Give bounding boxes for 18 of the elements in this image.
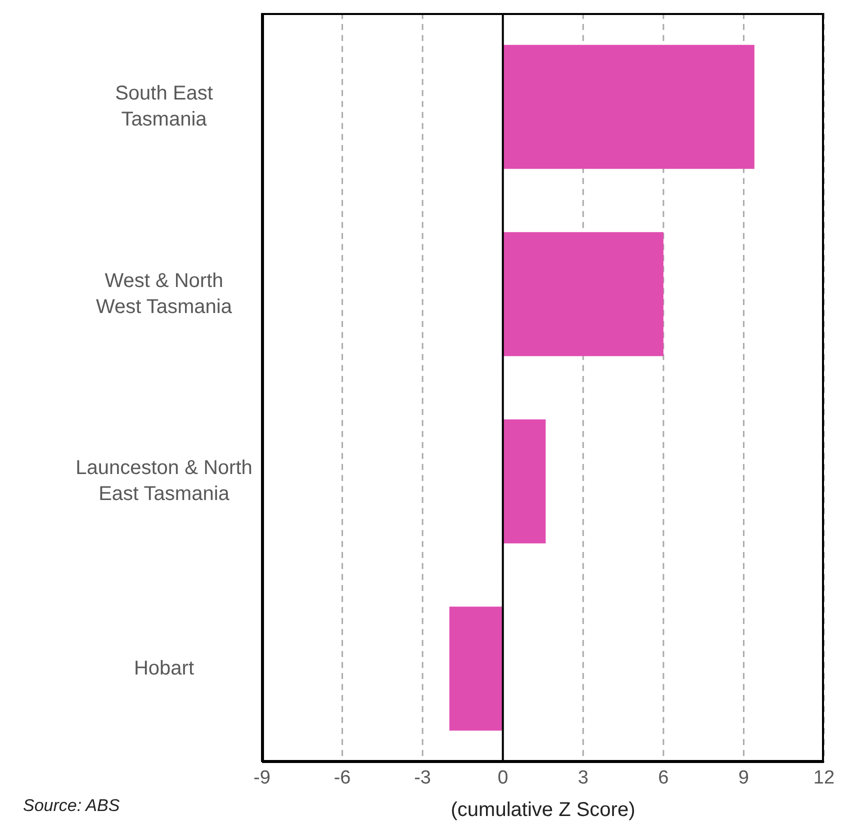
bar (449, 606, 503, 731)
bar (502, 44, 754, 169)
x-tick-label: 3 (578, 767, 588, 788)
y-tick-label: Launceston & North East Tasmania (76, 457, 252, 506)
source-note: Source: ABS (23, 796, 120, 816)
y-tick-label: Hobart (134, 657, 194, 680)
x-tick-label: 9 (738, 767, 750, 788)
y-tick-label: West & North West Tasmania (96, 270, 233, 318)
bar (502, 419, 546, 544)
x-axis-title: (cumulative Z Score) (450, 799, 636, 821)
x-tick-label: 6 (658, 767, 669, 788)
x-tick-label: -6 (334, 767, 351, 788)
x-tick-label: -9 (254, 767, 270, 788)
x-tick-label: 12 (813, 767, 835, 788)
x-tick-label: -3 (414, 767, 432, 788)
x-tick-label: 0 (498, 767, 508, 788)
y-tick-label: South East Tasmania (115, 82, 214, 131)
bar (502, 232, 664, 356)
